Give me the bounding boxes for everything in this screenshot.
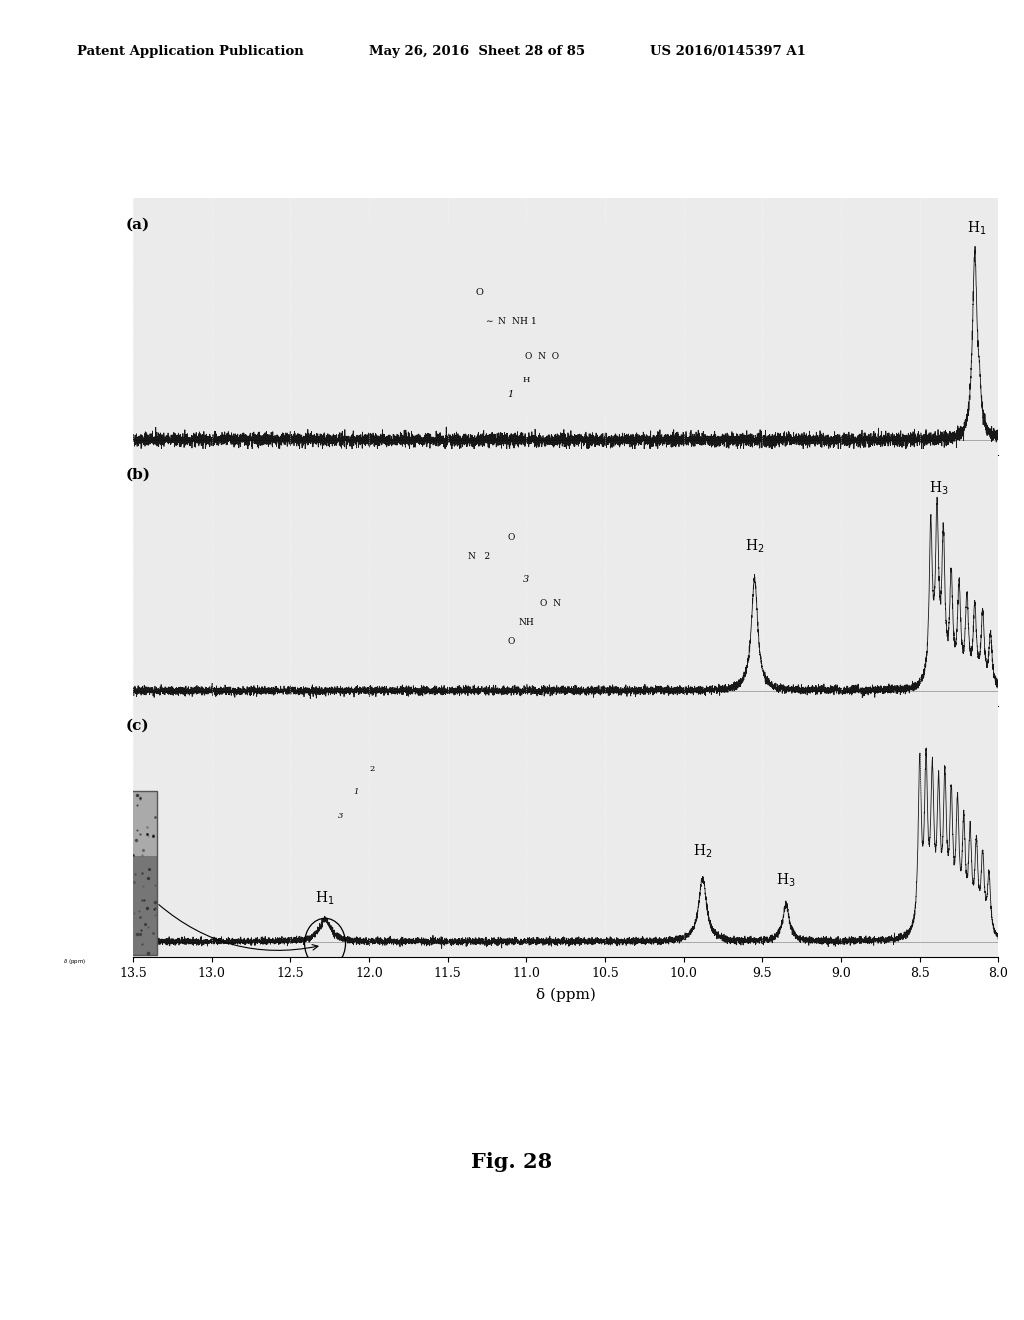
Text: $\sim$ N  NH 1: $\sim$ N NH 1 — [484, 314, 537, 326]
Bar — [0, 791, 157, 956]
Text: O: O — [507, 533, 514, 541]
Text: H$_1$: H$_1$ — [315, 890, 335, 907]
Text: 2: 2 — [369, 766, 375, 774]
Text: H$_3$: H$_3$ — [929, 479, 948, 498]
Text: H$_2$: H$_2$ — [693, 843, 713, 861]
Bar — [66, 857, 157, 956]
X-axis label: δ (ppm): δ (ppm) — [536, 989, 596, 1002]
Text: O: O — [507, 638, 514, 647]
Text: (b): (b) — [125, 469, 151, 482]
Text: H: H — [522, 376, 530, 384]
Text: H$_3$: H$_3$ — [776, 873, 796, 890]
Text: 1: 1 — [508, 391, 514, 400]
Text: H$_1$: H$_1$ — [967, 219, 986, 236]
Text: NH: NH — [518, 618, 535, 627]
Text: O: O — [475, 288, 483, 297]
Text: N   2: N 2 — [468, 552, 490, 561]
Text: H$_2$: H$_2$ — [744, 537, 764, 556]
Text: 3: 3 — [523, 576, 529, 585]
Text: (c): (c) — [125, 719, 148, 733]
Text: Fig. 28: Fig. 28 — [471, 1152, 553, 1172]
Text: 3: 3 — [338, 812, 343, 820]
Text: O  N: O N — [540, 598, 560, 607]
Text: US 2016/0145397 A1: US 2016/0145397 A1 — [650, 45, 806, 58]
Text: O  N  O: O N O — [525, 351, 559, 360]
FancyBboxPatch shape — [321, 226, 630, 413]
Text: 1: 1 — [353, 788, 358, 796]
Text: Patent Application Publication: Patent Application Publication — [77, 45, 303, 58]
Text: (a): (a) — [125, 218, 150, 231]
Text: $\delta$ (ppm): $\delta$ (ppm) — [62, 957, 86, 966]
Text: May 26, 2016  Sheet 28 of 85: May 26, 2016 Sheet 28 of 85 — [369, 45, 585, 58]
